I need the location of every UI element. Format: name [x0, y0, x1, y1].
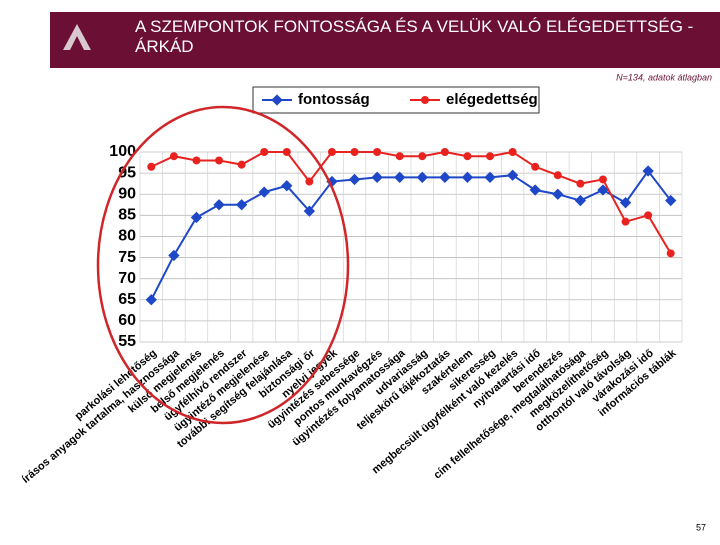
point — [395, 152, 404, 161]
point — [552, 188, 564, 200]
point — [281, 180, 293, 192]
point — [418, 152, 427, 161]
x-tick-label: írásos anyagok tartalma, hasznossága — [20, 347, 182, 486]
point — [215, 156, 224, 165]
point — [145, 294, 157, 306]
point — [213, 199, 225, 211]
point — [619, 197, 632, 209]
highlight-ellipse — [96, 105, 350, 425]
point — [147, 162, 156, 171]
point — [553, 171, 562, 180]
header-bar — [50, 12, 720, 68]
point — [350, 148, 359, 156]
point — [282, 148, 291, 156]
point — [597, 184, 609, 196]
title-box: A SZEMPONTOK FONTOSSÁGA ÉS A VELÜK VALÓ … — [135, 17, 694, 56]
y-tick-label: 90 — [118, 185, 136, 202]
point — [576, 179, 585, 188]
y-tick-label: 85 — [118, 207, 136, 224]
point — [327, 148, 336, 156]
point — [416, 171, 428, 183]
point — [506, 169, 519, 181]
point — [598, 175, 607, 184]
point — [531, 162, 540, 171]
y-tick-label: 75 — [118, 249, 136, 266]
logo-inner — [70, 36, 84, 50]
point — [574, 194, 587, 207]
point — [258, 186, 270, 198]
point — [168, 249, 180, 262]
page-title: A SZEMPONTOK FONTOSSÁGA ÉS A VELÜK VALÓ … — [135, 17, 694, 56]
point — [373, 148, 382, 156]
point — [235, 199, 248, 211]
y-tick-label: 70 — [118, 270, 136, 287]
point — [461, 171, 474, 183]
point — [621, 217, 630, 226]
page-number: 57 — [696, 522, 706, 532]
point — [305, 177, 314, 186]
point — [237, 160, 246, 169]
point — [486, 152, 495, 161]
point — [348, 173, 361, 186]
note: N=134, adatok átlagban — [616, 72, 712, 82]
point — [190, 211, 203, 224]
y-tick-label: 60 — [118, 312, 136, 329]
point — [644, 211, 653, 220]
y-tick-label: 65 — [118, 291, 136, 308]
point — [529, 184, 541, 196]
legend-box — [252, 86, 540, 114]
point — [303, 205, 316, 217]
point — [642, 165, 654, 177]
legend-label: elégedettség — [446, 91, 538, 108]
point — [484, 171, 496, 183]
point — [169, 152, 178, 161]
point — [394, 171, 406, 183]
point — [463, 152, 472, 161]
legend-marker — [421, 96, 429, 104]
point — [371, 171, 383, 183]
point — [665, 194, 677, 207]
point — [508, 148, 517, 156]
point — [440, 148, 449, 156]
y-tick-label: 80 — [118, 228, 136, 245]
point — [192, 156, 201, 165]
point — [260, 148, 269, 156]
point — [439, 171, 451, 183]
point — [666, 249, 675, 258]
y-tick-label: 55 — [118, 333, 136, 350]
legend-label: fontosság — [298, 91, 370, 108]
y-tick-label: 100 — [109, 143, 136, 160]
